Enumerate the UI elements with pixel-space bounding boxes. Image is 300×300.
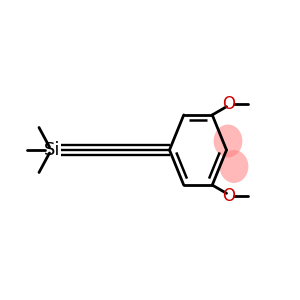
Ellipse shape [214, 124, 242, 158]
Text: O: O [222, 95, 236, 113]
Text: Si: Si [44, 141, 61, 159]
Ellipse shape [220, 150, 248, 183]
Text: O: O [222, 187, 236, 205]
